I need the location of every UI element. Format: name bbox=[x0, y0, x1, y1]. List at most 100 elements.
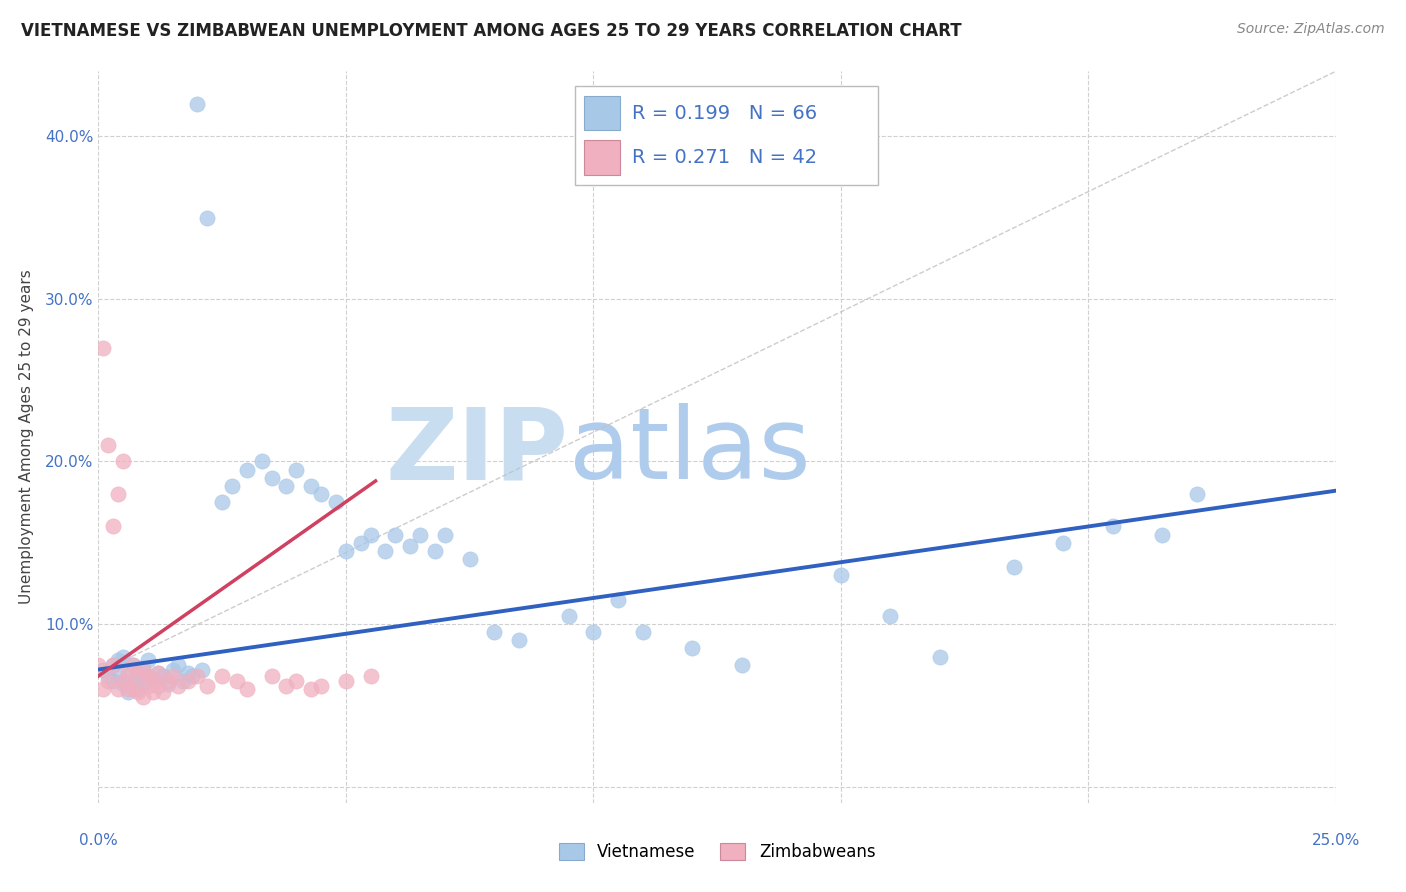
Point bbox=[285, 673, 308, 688]
Point bbox=[186, 96, 208, 111]
Point bbox=[681, 641, 703, 656]
Point bbox=[103, 673, 125, 688]
Point bbox=[156, 673, 179, 688]
Point bbox=[142, 673, 165, 688]
Point bbox=[122, 673, 145, 688]
Point bbox=[236, 681, 259, 696]
Point bbox=[132, 677, 155, 691]
Point bbox=[136, 669, 159, 683]
Point bbox=[122, 657, 145, 672]
Point bbox=[260, 669, 283, 683]
Point bbox=[374, 544, 396, 558]
Point bbox=[142, 673, 165, 688]
Text: VIETNAMESE VS ZIMBABWEAN UNEMPLOYMENT AMONG AGES 25 TO 29 YEARS CORRELATION CHAR: VIETNAMESE VS ZIMBABWEAN UNEMPLOYMENT AM… bbox=[21, 22, 962, 40]
Text: ZIP: ZIP bbox=[385, 403, 568, 500]
Point bbox=[136, 679, 159, 693]
Text: atlas: atlas bbox=[568, 403, 810, 500]
Point bbox=[360, 527, 382, 541]
Point bbox=[112, 673, 135, 688]
Point bbox=[458, 552, 481, 566]
Point bbox=[97, 438, 120, 452]
Point bbox=[107, 665, 129, 680]
Point bbox=[325, 495, 347, 509]
Point bbox=[107, 653, 129, 667]
Point bbox=[484, 625, 506, 640]
Point bbox=[928, 649, 950, 664]
Point bbox=[879, 608, 901, 623]
Point bbox=[93, 681, 115, 696]
Point bbox=[112, 649, 135, 664]
Point bbox=[607, 592, 630, 607]
Point bbox=[335, 544, 357, 558]
Point bbox=[127, 681, 149, 696]
Point bbox=[162, 669, 184, 683]
Point bbox=[166, 679, 188, 693]
Point bbox=[236, 462, 259, 476]
Point bbox=[360, 669, 382, 683]
Point bbox=[172, 673, 194, 688]
Point bbox=[350, 535, 373, 549]
Point bbox=[112, 454, 135, 468]
Point bbox=[146, 665, 169, 680]
Point bbox=[107, 487, 129, 501]
Point bbox=[136, 669, 159, 683]
Point bbox=[166, 657, 188, 672]
Point bbox=[276, 679, 298, 693]
Text: 0.0%: 0.0% bbox=[79, 833, 118, 848]
Y-axis label: Unemployment Among Ages 25 to 29 years: Unemployment Among Ages 25 to 29 years bbox=[18, 269, 34, 605]
Point bbox=[1102, 519, 1125, 533]
Point bbox=[384, 527, 406, 541]
Point bbox=[117, 681, 139, 696]
Point bbox=[152, 685, 174, 699]
Point bbox=[299, 681, 322, 696]
Point bbox=[276, 479, 298, 493]
Point bbox=[399, 539, 422, 553]
Point bbox=[1002, 560, 1025, 574]
Point bbox=[195, 211, 218, 225]
Point bbox=[152, 669, 174, 683]
Point bbox=[186, 669, 208, 683]
Point bbox=[285, 462, 308, 476]
Point bbox=[260, 471, 283, 485]
Point bbox=[93, 663, 115, 677]
Point bbox=[309, 679, 332, 693]
Point bbox=[631, 625, 654, 640]
Point bbox=[508, 633, 530, 648]
Point bbox=[142, 685, 165, 699]
Point bbox=[309, 487, 332, 501]
Point bbox=[122, 681, 145, 696]
Point bbox=[156, 677, 179, 691]
Point bbox=[335, 673, 357, 688]
Point bbox=[1052, 535, 1074, 549]
Point bbox=[117, 669, 139, 683]
Point bbox=[127, 665, 149, 680]
Point bbox=[107, 681, 129, 696]
Point bbox=[250, 454, 273, 468]
Point bbox=[117, 665, 139, 680]
Point bbox=[423, 544, 446, 558]
Point bbox=[191, 663, 214, 677]
Point bbox=[176, 673, 198, 688]
Point bbox=[409, 527, 432, 541]
Legend: Vietnamese, Zimbabweans: Vietnamese, Zimbabweans bbox=[553, 836, 882, 868]
Point bbox=[162, 663, 184, 677]
Point bbox=[117, 685, 139, 699]
Point bbox=[146, 679, 169, 693]
Point bbox=[122, 657, 145, 672]
Point bbox=[97, 669, 120, 683]
Point bbox=[103, 657, 125, 672]
Point bbox=[93, 341, 115, 355]
Point bbox=[146, 665, 169, 680]
Point bbox=[830, 568, 852, 582]
Text: 25.0%: 25.0% bbox=[1312, 833, 1360, 848]
Point bbox=[103, 657, 125, 672]
Point bbox=[582, 625, 605, 640]
Point bbox=[132, 663, 155, 677]
Point bbox=[97, 673, 120, 688]
Point bbox=[127, 669, 149, 683]
Point bbox=[127, 685, 149, 699]
Point bbox=[1185, 487, 1208, 501]
Point bbox=[433, 527, 456, 541]
Point bbox=[112, 677, 135, 691]
Point bbox=[132, 690, 155, 705]
